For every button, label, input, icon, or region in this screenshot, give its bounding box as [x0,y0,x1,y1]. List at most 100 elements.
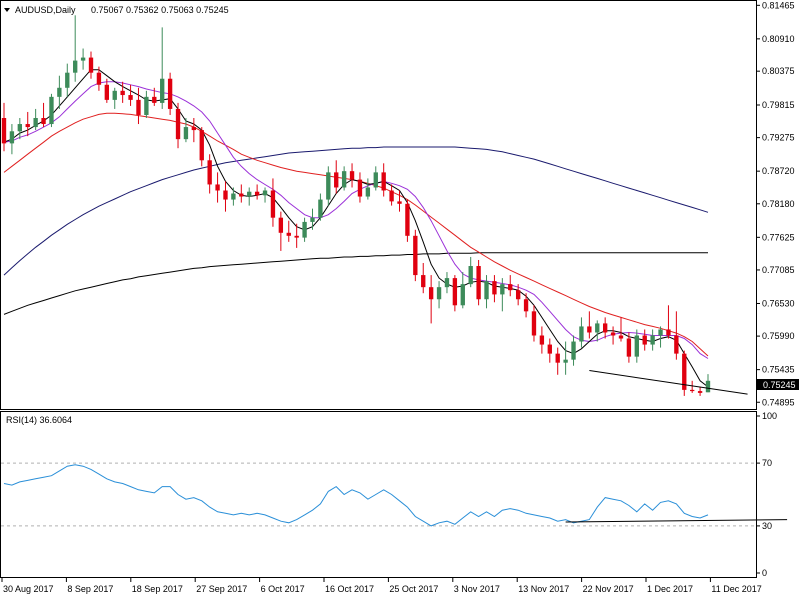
candle-body [547,344,552,354]
candle [444,272,450,294]
candle [33,108,38,131]
candle-body [626,338,632,357]
candle-body [167,78,173,109]
candle [41,102,46,128]
candle-body [444,278,450,288]
candle [705,374,711,393]
y-tick-label: 0.79815 [762,100,795,110]
candle [334,160,339,194]
y-tick-label: 0.80910 [762,34,795,44]
candle [9,124,15,155]
rsi-title: RSI(14) 36.6064 [6,415,72,425]
candle-body [515,290,521,300]
candle [405,199,410,242]
candle [650,329,655,351]
candle-body [642,335,647,345]
candle [17,118,22,140]
candle-body [1,118,7,144]
candle [1,102,7,152]
candle [120,81,125,103]
candle-body [239,193,244,197]
x-tick-label: 27 Sep 2017 [196,584,247,594]
candle [254,184,260,200]
candle [294,223,299,248]
x-tick-label: 22 Nov 2017 [583,584,634,594]
dropdown-triangle-icon[interactable] [4,8,10,12]
candle [476,259,481,306]
x-tick-label: 13 Nov 2017 [518,584,569,594]
candle-body [579,326,584,342]
candle [231,187,236,206]
candle [136,87,141,125]
candle [302,217,307,242]
candle-body [539,335,545,345]
candle [579,317,584,348]
ohlc-values: 0.75067 0.75362 0.75063 0.75245 [91,5,229,15]
candle-body [484,281,489,300]
candle [515,284,521,306]
candle-body [682,353,687,390]
candle [80,48,86,70]
candle [278,211,284,251]
candle-body [634,335,639,357]
candle [88,51,94,79]
ma-fast-line [3,69,709,388]
candle-body [690,389,695,392]
candle-body [587,326,592,333]
ma-black-long-line [3,252,708,315]
candle [436,281,442,309]
candle-body [183,127,189,140]
candle [373,166,378,191]
candle-body [294,235,299,238]
x-tick-label: 3 Nov 2017 [454,584,500,594]
candle-body [96,72,102,85]
candle-body [341,171,347,188]
candle-body [57,87,62,97]
candle-body [152,96,157,103]
candle-body [191,127,197,131]
candle-body [175,108,181,140]
candle-body [500,284,505,295]
candle [128,84,133,106]
candle-body [65,72,70,88]
x-tick-label: 8 Sep 2017 [67,584,113,594]
candle-body [128,95,133,100]
candle-body [207,160,212,185]
candle [452,275,458,312]
current-price-box [757,379,799,390]
candle-body [421,275,426,288]
candle [112,87,117,109]
candle-body [302,221,307,238]
rsi-line [3,464,709,527]
candle [626,332,632,363]
candle [389,184,394,206]
candle [602,317,608,339]
candle [658,326,663,348]
candle-body [452,278,458,306]
candle [571,335,576,366]
candle [397,190,402,212]
candle [563,341,568,375]
candle-body [428,287,434,300]
ma-navy-line [3,146,709,276]
candle-body [595,323,600,333]
rsi-y-tick-label: 30 [762,521,772,531]
x-tick-label: 16 Oct 2017 [325,584,374,594]
x-tick-label: 11 Dec 2017 [711,584,761,594]
y-tick-label: 0.75435 [762,365,795,375]
candle [191,118,197,143]
candle [349,163,355,188]
candle-body [310,217,315,222]
x-tick-label: 1 Dec 2017 [647,584,693,594]
rsi-trendline [565,519,788,523]
candle [666,305,671,339]
candle [484,275,489,309]
candle [357,172,363,203]
candle-body [349,171,355,180]
current-price-marker: 0.75245 [757,379,799,390]
candle [531,305,537,342]
candle [73,15,78,82]
x-tick-label: 30 Aug 2017 [3,584,54,594]
candle [262,187,268,203]
